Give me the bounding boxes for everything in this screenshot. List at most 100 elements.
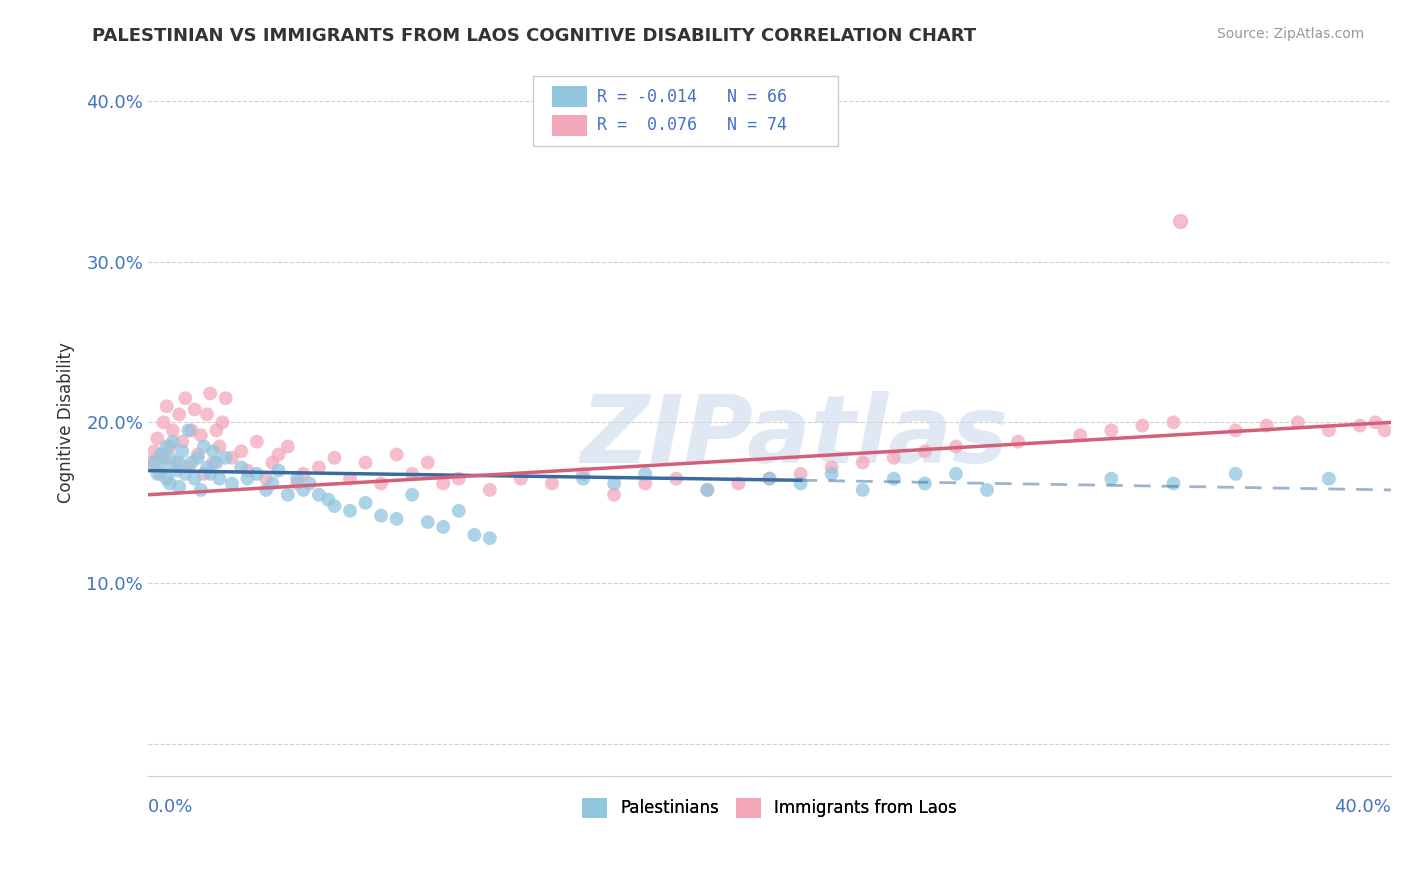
Point <box>236 472 259 486</box>
Point <box>914 444 936 458</box>
Point <box>165 464 187 478</box>
Point <box>447 472 470 486</box>
Point <box>432 520 454 534</box>
Point <box>156 399 179 413</box>
Point <box>603 476 626 491</box>
Point <box>1163 476 1185 491</box>
Point <box>634 476 657 491</box>
Point <box>139 456 162 470</box>
Text: PALESTINIAN VS IMMIGRANTS FROM LAOS COGNITIVE DISABILITY CORRELATION CHART: PALESTINIAN VS IMMIGRANTS FROM LAOS COGN… <box>93 27 976 45</box>
Point <box>976 483 998 497</box>
Point <box>215 450 238 465</box>
Point <box>1007 434 1029 449</box>
Point <box>159 450 181 465</box>
Point <box>385 448 408 462</box>
Point <box>883 450 905 465</box>
Point <box>267 464 290 478</box>
Point <box>432 476 454 491</box>
Point <box>292 483 315 497</box>
Point <box>696 483 718 497</box>
Point <box>821 460 844 475</box>
Point <box>308 460 330 475</box>
Point <box>1348 418 1371 433</box>
Point <box>323 499 346 513</box>
Point <box>183 472 205 486</box>
Point <box>202 456 225 470</box>
Point <box>401 488 423 502</box>
FancyBboxPatch shape <box>553 87 586 107</box>
Point <box>159 476 181 491</box>
Point <box>167 407 190 421</box>
Point <box>1225 467 1247 481</box>
Point <box>541 476 564 491</box>
Point <box>254 483 277 497</box>
Point <box>267 448 290 462</box>
Point <box>1225 424 1247 438</box>
Point <box>292 467 315 481</box>
Point <box>1099 472 1122 486</box>
Point <box>696 483 718 497</box>
Point <box>159 440 181 454</box>
Point <box>478 483 501 497</box>
Point <box>945 440 967 454</box>
Point <box>447 504 470 518</box>
Point <box>1132 418 1154 433</box>
Point <box>285 472 308 486</box>
Point <box>174 391 197 405</box>
Point <box>277 440 299 454</box>
Text: ZIPatlas: ZIPatlas <box>581 391 1008 483</box>
Point <box>852 483 875 497</box>
Point <box>478 531 501 545</box>
Point <box>727 476 749 491</box>
Point <box>789 476 811 491</box>
Point <box>1364 416 1386 430</box>
Point <box>162 424 184 438</box>
Point <box>162 434 184 449</box>
Point <box>187 450 209 465</box>
FancyBboxPatch shape <box>553 114 586 136</box>
Point <box>146 467 169 481</box>
Point <box>156 472 179 486</box>
Point <box>172 434 194 449</box>
Point <box>914 476 936 491</box>
Point <box>195 460 218 475</box>
Point <box>231 444 253 458</box>
Point <box>298 476 321 491</box>
Point <box>156 440 179 454</box>
Point <box>665 472 688 486</box>
Point <box>165 456 187 470</box>
Point <box>572 467 595 481</box>
Point <box>167 456 190 470</box>
Point <box>354 456 377 470</box>
Point <box>254 472 277 486</box>
Point <box>758 472 780 486</box>
FancyBboxPatch shape <box>533 76 838 146</box>
Point <box>285 476 308 491</box>
Point <box>354 496 377 510</box>
Point <box>1099 424 1122 438</box>
Point <box>180 424 202 438</box>
Point <box>883 472 905 486</box>
Point <box>1069 428 1091 442</box>
Point <box>146 432 169 446</box>
Point <box>177 460 200 475</box>
Point <box>193 467 215 481</box>
Point <box>277 488 299 502</box>
Point <box>509 472 531 486</box>
Point <box>187 448 209 462</box>
Point <box>416 515 439 529</box>
Point <box>167 480 190 494</box>
Point <box>143 456 166 470</box>
Text: Source: ZipAtlas.com: Source: ZipAtlas.com <box>1216 27 1364 41</box>
Point <box>198 386 221 401</box>
Point <box>215 391 238 405</box>
Point <box>172 444 194 458</box>
Point <box>308 488 330 502</box>
Point <box>323 450 346 465</box>
Point <box>246 467 269 481</box>
Point <box>1317 424 1340 438</box>
Text: 0.0%: 0.0% <box>148 797 194 815</box>
Point <box>202 444 225 458</box>
Point <box>195 407 218 421</box>
Point <box>262 456 284 470</box>
